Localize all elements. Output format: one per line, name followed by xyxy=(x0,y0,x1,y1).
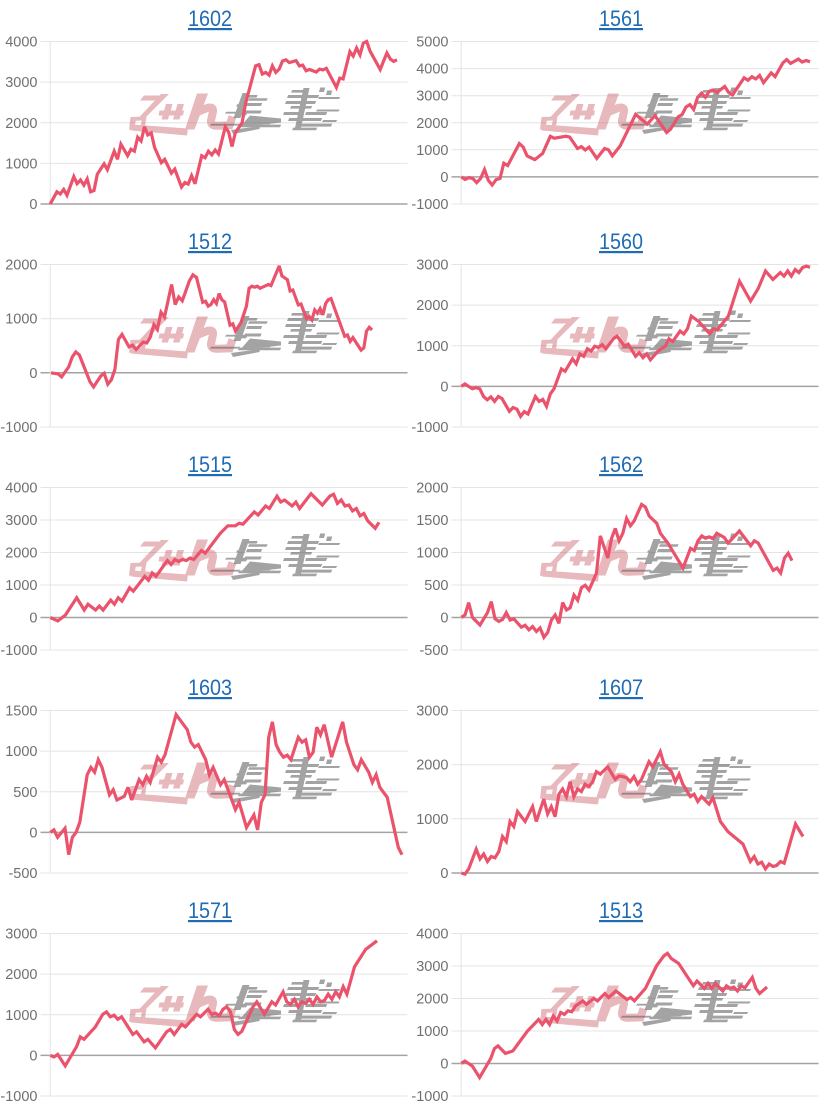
svg-text:1000: 1000 xyxy=(5,156,37,172)
svg-text:0: 0 xyxy=(440,379,448,395)
svg-text:3000: 3000 xyxy=(416,89,448,105)
svg-text:1513: 1513 xyxy=(599,898,643,923)
svg-text:0: 0 xyxy=(29,611,37,627)
svg-text:1607: 1607 xyxy=(599,675,643,700)
svg-text:1500: 1500 xyxy=(5,704,37,720)
svg-text:1500: 1500 xyxy=(416,513,448,529)
svg-text:0: 0 xyxy=(440,170,448,186)
svg-text:2000: 2000 xyxy=(416,758,448,774)
svg-text:3000: 3000 xyxy=(416,258,448,274)
svg-text:1000: 1000 xyxy=(416,339,448,355)
svg-text:1000: 1000 xyxy=(5,578,37,594)
svg-text:2000: 2000 xyxy=(416,116,448,132)
svg-text:2000: 2000 xyxy=(5,546,37,562)
svg-text:-500: -500 xyxy=(8,866,37,882)
svg-text:4000: 4000 xyxy=(416,62,448,78)
svg-text:2000: 2000 xyxy=(416,298,448,314)
svg-text:4000: 4000 xyxy=(5,35,37,51)
svg-text:1562: 1562 xyxy=(599,452,643,477)
svg-text:1000: 1000 xyxy=(416,1024,448,1040)
svg-text:500: 500 xyxy=(424,578,448,594)
svg-text:0: 0 xyxy=(440,866,448,882)
svg-text:1000: 1000 xyxy=(5,744,37,760)
svg-text:0: 0 xyxy=(29,366,37,382)
svg-text:-1000: -1000 xyxy=(0,643,37,659)
svg-text:1515: 1515 xyxy=(188,452,232,477)
svg-text:1512: 1512 xyxy=(188,229,232,254)
svg-text:3000: 3000 xyxy=(416,959,448,975)
svg-text:1571: 1571 xyxy=(188,898,232,923)
svg-text:0: 0 xyxy=(440,611,448,627)
svg-text:4000: 4000 xyxy=(416,927,448,943)
svg-text:1000: 1000 xyxy=(416,812,448,828)
svg-text:1602: 1602 xyxy=(188,6,232,31)
svg-text:-1000: -1000 xyxy=(411,197,448,213)
svg-text:3000: 3000 xyxy=(5,513,37,529)
svg-text:500: 500 xyxy=(13,785,37,801)
svg-text:3000: 3000 xyxy=(5,927,37,943)
svg-text:1000: 1000 xyxy=(5,312,37,328)
svg-text:1603: 1603 xyxy=(188,675,232,700)
svg-text:-1000: -1000 xyxy=(0,1089,37,1105)
svg-text:2000: 2000 xyxy=(416,992,448,1008)
svg-text:3000: 3000 xyxy=(5,75,37,91)
svg-text:4000: 4000 xyxy=(5,481,37,497)
svg-text:0: 0 xyxy=(29,1048,37,1064)
svg-text:2000: 2000 xyxy=(416,481,448,497)
svg-text:1000: 1000 xyxy=(416,143,448,159)
svg-text:0: 0 xyxy=(440,1057,448,1073)
svg-text:2000: 2000 xyxy=(5,967,37,983)
svg-text:2000: 2000 xyxy=(5,116,37,132)
svg-text:2000: 2000 xyxy=(5,258,37,274)
svg-text:1560: 1560 xyxy=(599,229,643,254)
svg-text:-1000: -1000 xyxy=(411,420,448,436)
svg-text:3000: 3000 xyxy=(416,704,448,720)
svg-text:5000: 5000 xyxy=(416,35,448,51)
svg-text:1000: 1000 xyxy=(416,546,448,562)
svg-text:1561: 1561 xyxy=(599,6,643,31)
svg-text:-1000: -1000 xyxy=(411,1089,448,1105)
svg-text:0: 0 xyxy=(29,825,37,841)
svg-text:1000: 1000 xyxy=(5,1008,37,1024)
svg-text:-500: -500 xyxy=(419,643,448,659)
svg-text:0: 0 xyxy=(29,197,37,213)
svg-text:-1000: -1000 xyxy=(0,420,37,436)
